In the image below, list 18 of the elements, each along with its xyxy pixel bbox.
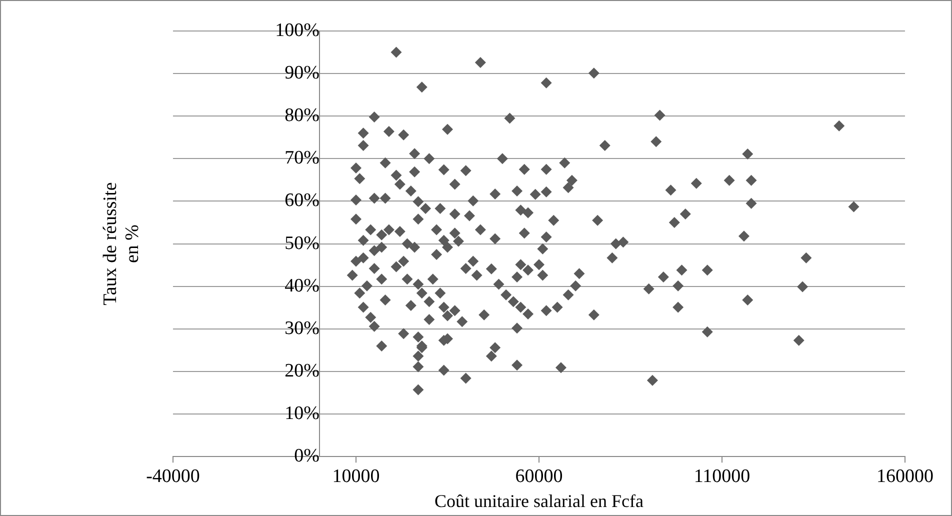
y-axis-title: Taux de réussite en % — [100, 182, 143, 306]
x-tick-label: 110000 — [694, 466, 750, 487]
y-tick-label: 20% — [284, 360, 320, 382]
x-tick-label: 60000 — [515, 466, 563, 487]
x-tick-label: 10000 — [332, 466, 380, 487]
x-axis-title: Coût unitaire salarial en Fcfa — [434, 490, 644, 511]
x-tick-label: 160000 — [876, 466, 934, 487]
y-tick-label: 40% — [284, 275, 320, 296]
y-tick-label: 10% — [284, 403, 320, 424]
y-tick-label: 70% — [284, 148, 320, 169]
y-tick-label: 0% — [294, 446, 320, 467]
y-tick-label: 90% — [284, 62, 320, 84]
y-tick-label: 80% — [284, 105, 320, 126]
y-tick-label: 30% — [284, 318, 320, 339]
y-tick-label: 100% — [275, 20, 320, 41]
y-tick-label: 60% — [284, 190, 320, 212]
y-tick-label: 50% — [284, 232, 320, 254]
x-tick-label: -40000 — [146, 466, 200, 487]
